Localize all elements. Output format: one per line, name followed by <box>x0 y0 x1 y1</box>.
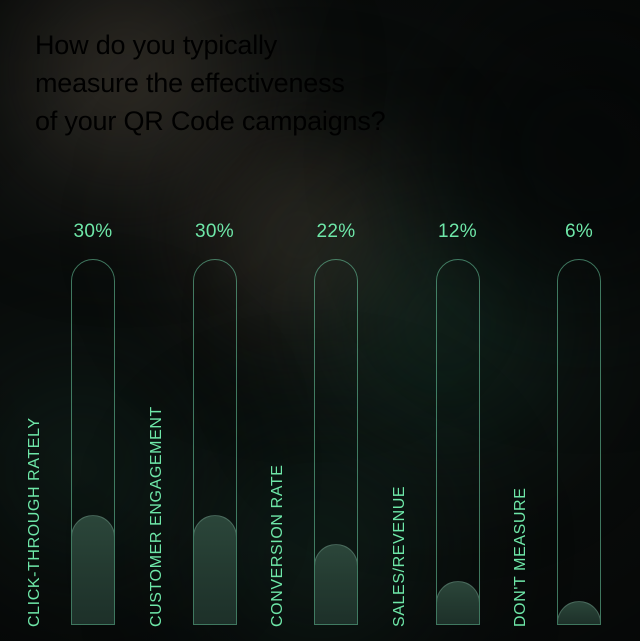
bar-fill <box>72 515 114 624</box>
bar-group: 22% CONVERSION RATE <box>269 0 358 641</box>
bar-value-label: 30% <box>73 221 113 242</box>
bar-track <box>557 259 601 625</box>
bar-track <box>314 259 358 625</box>
bar-track <box>71 259 115 625</box>
bar-group: 12% SALES/REVENUE <box>391 0 480 641</box>
bar-value-label: 6% <box>564 221 594 242</box>
bar-value-label: 12% <box>438 221 477 242</box>
bar-category-label: SALES/REVENUE <box>390 485 408 627</box>
bar-group: 30% CLICK-THROUGH RATELY <box>26 0 115 641</box>
page-title: How do you typically measure the effecti… <box>35 30 386 136</box>
bar-fill <box>193 515 236 624</box>
bar-category-label: CUSTOMER ENGAGEMENT <box>147 406 165 627</box>
bar-group: 30% CUSTOMER ENGAGEMENT <box>148 0 237 641</box>
bar-category-label: CLICK-THROUGH RATELY <box>26 417 43 627</box>
bar-category-label: DON'T MEASURE <box>512 487 529 627</box>
bar-track <box>435 259 480 625</box>
bar-value-label: 22% <box>316 221 356 242</box>
bar-value-label: 30% <box>195 221 234 242</box>
bar-fill <box>315 544 357 624</box>
bar-fill <box>436 581 479 624</box>
bar-track <box>192 259 237 625</box>
bar-category-label: CONVERSION RATE <box>269 464 286 628</box>
bar-fill <box>558 601 600 624</box>
bar-group: 6% DON'T MEASURE <box>512 0 601 641</box>
